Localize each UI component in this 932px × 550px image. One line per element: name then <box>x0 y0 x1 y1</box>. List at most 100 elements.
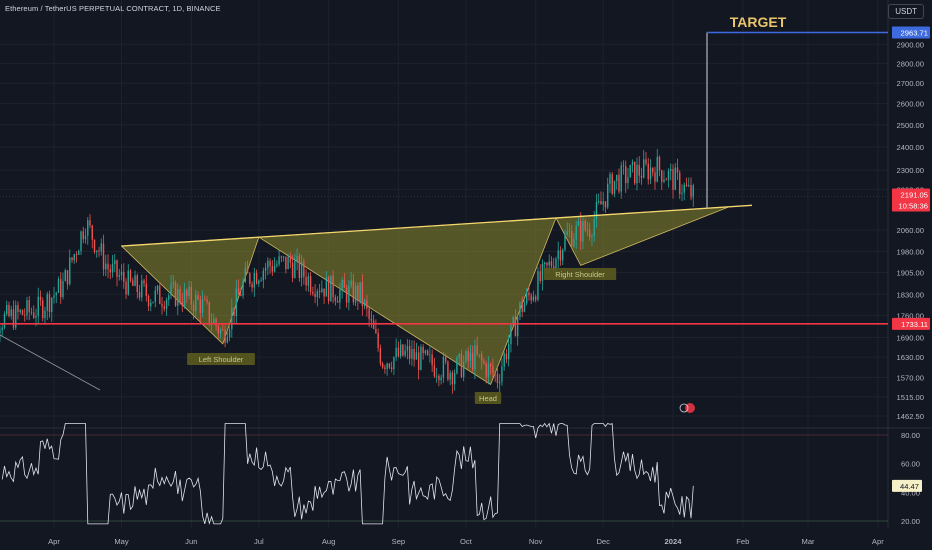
candle-body <box>683 184 685 193</box>
candle-body <box>345 287 348 303</box>
candle-body <box>150 302 152 307</box>
candle-body <box>568 231 571 232</box>
candle-body <box>177 289 179 306</box>
candle-body <box>618 174 620 192</box>
candle-body <box>89 220 91 226</box>
symbol-title: Ethereum / TetherUS PERPETUAL CONTRACT, … <box>5 4 221 13</box>
left-shoulder-label-bg <box>187 353 255 365</box>
candle-body <box>553 266 555 270</box>
candle-body <box>681 192 683 194</box>
candle-body <box>226 337 229 343</box>
right-shoulder-label-text: Right Shoulder <box>555 270 605 279</box>
head-triangle <box>257 217 557 386</box>
candle-body <box>251 283 253 288</box>
candle-body <box>62 281 64 298</box>
candle-body <box>330 275 332 302</box>
candle-body <box>152 301 154 303</box>
candle-body <box>42 300 44 319</box>
candle-body <box>217 325 220 334</box>
candle-body <box>127 270 129 295</box>
candle-body <box>625 166 627 184</box>
rsi-current-tag: 44.47 <box>892 479 922 492</box>
candle-body <box>352 280 355 303</box>
candle-body <box>350 280 352 286</box>
candle-body <box>105 263 107 270</box>
candle-body <box>255 273 258 284</box>
candle-body <box>586 230 589 231</box>
candle-body <box>629 165 631 178</box>
head-label-text: Head <box>479 394 497 403</box>
candle-body <box>141 280 143 298</box>
candle-body <box>363 300 366 306</box>
target-price-tag-bg <box>892 26 930 39</box>
candle-body <box>145 283 147 296</box>
alert-icon-ring <box>679 403 689 413</box>
candle-body <box>348 285 350 303</box>
candle-body <box>190 286 193 305</box>
candle-body <box>516 316 519 337</box>
candle-body <box>6 304 8 314</box>
candle-body <box>168 295 170 300</box>
candle-body <box>627 177 629 184</box>
candle-body <box>305 276 307 286</box>
candle-body <box>604 201 607 208</box>
candle-body <box>125 281 127 295</box>
candle-body <box>498 381 501 384</box>
price-tick-label: 2300.00 <box>897 166 924 175</box>
rsi-pane <box>0 422 888 525</box>
candle-body <box>640 175 643 178</box>
time-tick-label: May <box>114 537 129 546</box>
price-tick-label: 1515.00 <box>897 393 924 402</box>
candle-body <box>494 373 496 375</box>
candle-body <box>417 352 420 370</box>
candle-body <box>397 347 400 357</box>
candle-body <box>645 159 647 164</box>
candle-body <box>154 290 156 302</box>
candle-body <box>39 296 42 301</box>
candle-body <box>525 292 528 304</box>
candle-body <box>215 318 217 326</box>
candle-body <box>314 293 316 297</box>
rsi-tick-label: 60.00 <box>901 460 920 469</box>
candle-body <box>8 304 10 317</box>
candle-body <box>562 249 564 261</box>
candle-body <box>285 256 287 270</box>
candle-body <box>204 299 206 301</box>
candle-body <box>280 256 283 258</box>
candle-body <box>354 285 357 303</box>
candle-body <box>528 292 530 296</box>
candle-body <box>564 234 566 250</box>
candle-body <box>35 316 37 318</box>
time-tick-label: Nov <box>529 537 543 546</box>
candle-body <box>476 345 478 355</box>
candle-body <box>71 257 73 261</box>
candle-body <box>12 309 15 328</box>
candle-body <box>510 324 512 345</box>
candle-body <box>670 168 672 171</box>
candle-body <box>273 265 276 272</box>
candle-body <box>523 303 526 312</box>
price-tick-label: 2500.00 <box>897 121 924 130</box>
candle-body <box>514 317 517 337</box>
countdown-tag: 10:58:36 <box>892 199 930 212</box>
candle-body <box>424 350 427 354</box>
candle-body <box>395 347 397 358</box>
candle-body <box>602 201 604 205</box>
candle-body <box>336 300 339 303</box>
candle-body <box>411 349 413 359</box>
candle-body <box>420 346 422 370</box>
candle-body <box>260 280 262 282</box>
candle-body <box>28 300 30 312</box>
candle-body <box>611 174 613 194</box>
currency-button[interactable]: USDT <box>888 4 924 19</box>
candle-body <box>57 279 60 293</box>
candle-body <box>584 221 586 231</box>
candle-body <box>361 282 364 306</box>
price-tick-label: 1690.00 <box>897 333 924 342</box>
target-text: TARGET <box>730 14 787 30</box>
time-tick-label: Mar <box>802 537 816 546</box>
price-tick-label: 2600.00 <box>897 100 924 109</box>
candle-body <box>298 256 301 278</box>
head-and-shoulders-pattern <box>120 206 730 386</box>
